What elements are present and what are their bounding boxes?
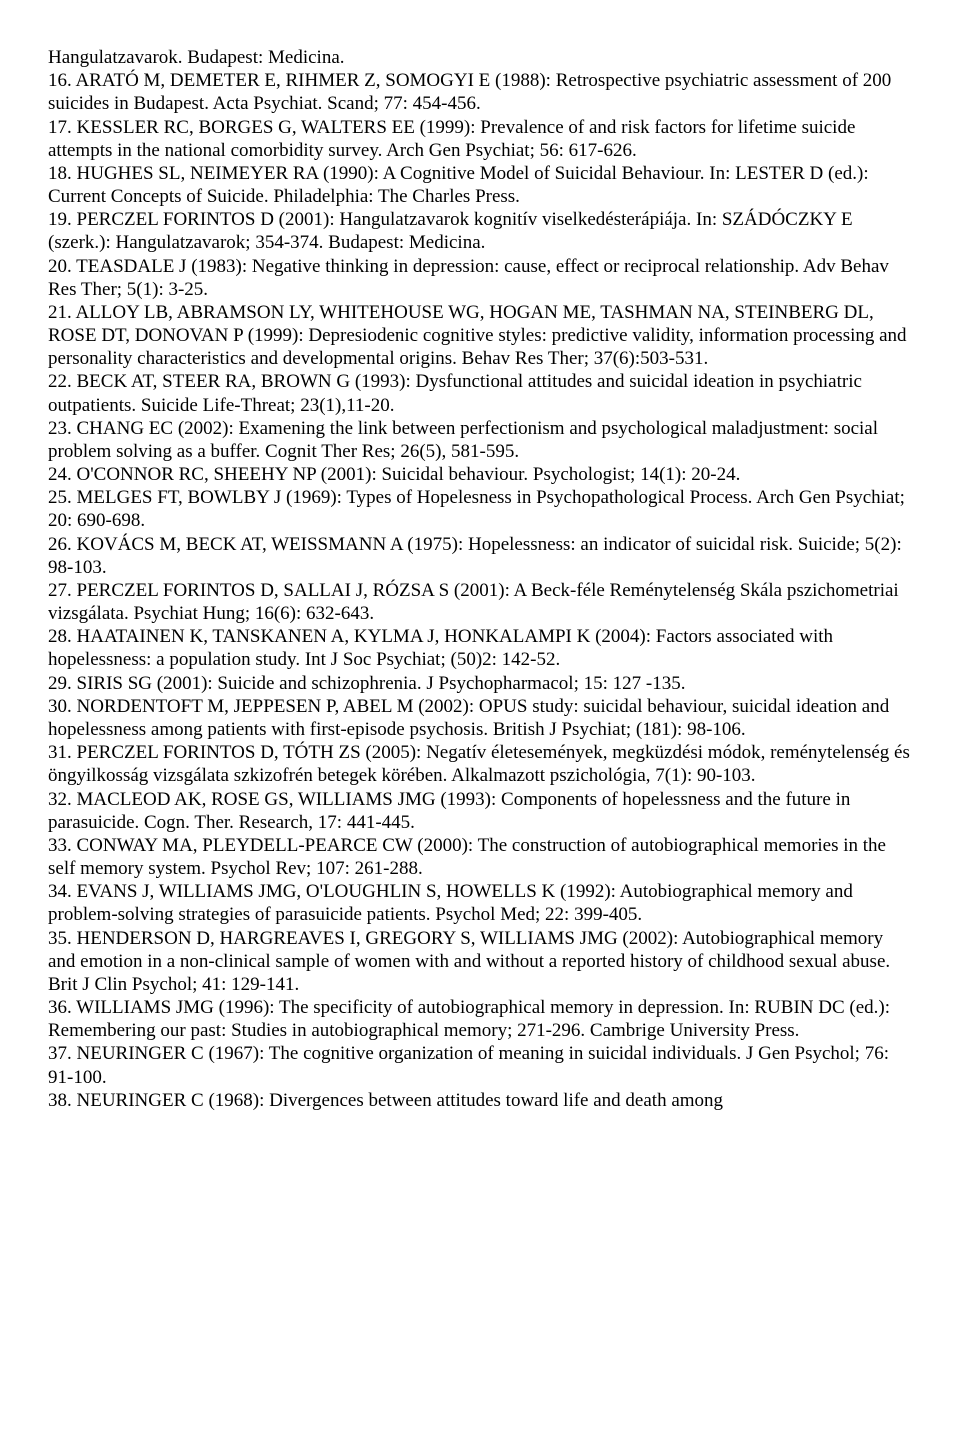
reference-item: 23. CHANG EC (2002): Examening the link … <box>48 417 912 463</box>
reference-item: 21. ALLOY LB, ABRAMSON LY, WHITEHOUSE WG… <box>48 301 912 371</box>
reference-item: 37. NEURINGER C (1967): The cognitive or… <box>48 1042 912 1088</box>
reference-item: 30. NORDENTOFT M, JEPPESEN P, ABEL M (20… <box>48 695 912 741</box>
reference-item: Hangulatzavarok. Budapest: Medicina. <box>48 46 912 69</box>
reference-item: 31. PERCZEL FORINTOS D, TÓTH ZS (2005): … <box>48 741 912 787</box>
reference-item: 20. TEASDALE J (1983): Negative thinking… <box>48 255 912 301</box>
reference-item: 34. EVANS J, WILLIAMS JMG, O'LOUGHLIN S,… <box>48 880 912 926</box>
reference-item: 35. HENDERSON D, HARGREAVES I, GREGORY S… <box>48 927 912 997</box>
reference-item: 28. HAATAINEN K, TANSKANEN A, KYLMA J, H… <box>48 625 912 671</box>
references-list: Hangulatzavarok. Budapest: Medicina. 16.… <box>48 46 912 1112</box>
reference-item: 27. PERCZEL FORINTOS D, SALLAI J, RÓZSA … <box>48 579 912 625</box>
reference-item: 36. WILLIAMS JMG (1996): The specificity… <box>48 996 912 1042</box>
reference-item: 25. MELGES FT, BOWLBY J (1969): Types of… <box>48 486 912 532</box>
reference-item: 18. HUGHES SL, NEIMEYER RA (1990): A Cog… <box>48 162 912 208</box>
reference-item: 22. BECK AT, STEER RA, BROWN G (1993): D… <box>48 370 912 416</box>
reference-item: 32. MACLEOD AK, ROSE GS, WILLIAMS JMG (1… <box>48 788 912 834</box>
reference-item: 29. SIRIS SG (2001): Suicide and schizop… <box>48 672 912 695</box>
reference-item: 16. ARATÓ M, DEMETER E, RIHMER Z, SOMOGY… <box>48 69 912 115</box>
reference-item: 17. KESSLER RC, BORGES G, WALTERS EE (19… <box>48 116 912 162</box>
reference-item: 24. O'CONNOR RC, SHEEHY NP (2001): Suici… <box>48 463 912 486</box>
reference-item: 38. NEURINGER C (1968): Divergences betw… <box>48 1089 912 1112</box>
reference-item: 33. CONWAY MA, PLEYDELL-PEARCE CW (2000)… <box>48 834 912 880</box>
reference-item: 19. PERCZEL FORINTOS D (2001): Hangulatz… <box>48 208 912 254</box>
reference-item: 26. KOVÁCS M, BECK AT, WEISSMANN A (1975… <box>48 533 912 579</box>
